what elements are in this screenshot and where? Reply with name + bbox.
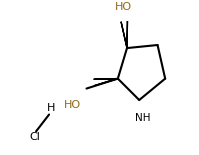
Text: H: H [47,103,55,113]
Text: HO: HO [115,2,132,12]
Polygon shape [121,21,127,48]
Text: NH: NH [135,113,151,123]
Polygon shape [94,79,118,86]
Text: Cl: Cl [29,132,40,142]
Text: HO: HO [64,100,81,110]
